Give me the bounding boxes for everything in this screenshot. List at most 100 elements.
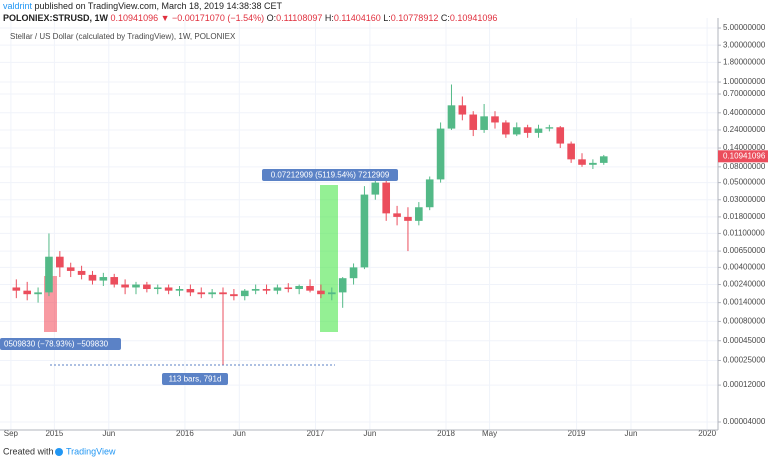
candle-body: [230, 294, 238, 297]
candle-body: [382, 182, 391, 214]
x-tick-label: Jun: [625, 429, 638, 438]
candle-body: [219, 292, 227, 295]
candle-body: [175, 289, 184, 291]
y-tick-label: 0.00240000: [723, 280, 766, 289]
ohlc-label: L:: [383, 13, 391, 23]
candle-body: [262, 289, 271, 291]
candle-body: [480, 116, 488, 130]
candle-body: [404, 216, 412, 221]
candle-body: [153, 287, 162, 290]
symbol: POLONIEX:STRUSD, 1W: [3, 13, 109, 23]
candle-body: [110, 277, 119, 285]
y-tick-label: 0.00080000: [723, 317, 766, 326]
y-tick-label: 5.00000000: [723, 23, 766, 32]
y-tick-label: 0.24000000: [723, 125, 766, 134]
y-tick-label: 0.00140000: [723, 298, 766, 307]
candle-body: [556, 127, 565, 144]
y-tick-label: 0.00012000: [723, 380, 766, 389]
annotation: 0.07212909 (5119.54%) 7212909: [271, 171, 390, 180]
published: published on TradingView.com, March 18, …: [34, 1, 283, 11]
grid: [0, 18, 718, 430]
y-tick-label: 0.03000000: [723, 195, 766, 204]
candle-body: [360, 194, 369, 268]
candle-body: [99, 277, 108, 281]
x-tick-label: 2016: [176, 429, 194, 438]
ohlc-value: 0.10941096: [449, 13, 498, 23]
candle-body: [208, 292, 216, 295]
candle-body: [371, 182, 380, 195]
x-tick-label: 2015: [45, 429, 63, 438]
candle-body: [77, 270, 86, 275]
price-tag: [718, 150, 768, 163]
chart-title: Stellar / US Dollar (calculated by Tradi…: [10, 32, 236, 41]
y-tick-label: 0.70000000: [723, 89, 766, 98]
drawings: [44, 185, 338, 366]
candle-body: [45, 256, 53, 293]
candle-body: [599, 156, 608, 163]
candle-body: [240, 290, 249, 297]
y-tick-label: 0.00400000: [723, 263, 766, 272]
x-tick-label: 2017: [307, 429, 325, 438]
header-line: valdrint published on TradingView.com, M…: [3, 1, 282, 11]
footer-logo: [55, 448, 63, 456]
y-tick-label: 0.01100000: [723, 229, 765, 238]
ohlc-value: 0.11108097: [276, 13, 323, 23]
y-axis: 5.00000000 3.00000000 1.80000000 1.00000000…: [718, 23, 768, 426]
candle-body: [273, 287, 282, 291]
candle-body: [469, 114, 478, 130]
y-tick-label: 1.80000000: [723, 57, 766, 66]
x-tick-label: 2018: [437, 429, 455, 438]
candle-body: [295, 285, 303, 290]
ohlc-value: 0.11404160: [333, 13, 381, 23]
y-tick-label: 1.00000000: [723, 77, 766, 86]
candle-body: [12, 287, 21, 291]
candle-body: [545, 127, 554, 129]
y-tick-label: 0.00025000: [723, 356, 766, 365]
y-tick-label: 3.00000000: [723, 40, 766, 49]
candle-body: [436, 128, 445, 180]
candle-body: [284, 287, 293, 290]
y-tick-label: 0.05000000: [723, 178, 766, 187]
candle-body: [306, 285, 314, 291]
header-line: POLONIEX:STRUSD, 1W 0.10941096 ▼ −0.0017…: [3, 13, 497, 23]
candle-body: [164, 287, 173, 291]
y-tick-label: 0.01800000: [723, 212, 766, 221]
annotation: 113 bars, 791d: [169, 375, 222, 384]
range-box: [320, 185, 338, 332]
candle-body: [458, 105, 467, 115]
annotation-box: [162, 373, 228, 385]
change: ▼ −0.00171070 (−1.54%): [160, 13, 265, 23]
annotation-box: [262, 169, 398, 181]
y-tick-label: 0.00004000: [723, 417, 766, 426]
candle-body: [317, 290, 325, 295]
candle-body: [349, 267, 358, 279]
candle-body: [121, 284, 129, 288]
candle-body: [567, 143, 575, 160]
candle-body: [425, 179, 434, 208]
candle-body: [393, 213, 401, 217]
y-tick-label: 0.14000000: [723, 143, 766, 152]
y-tick-label: 0.00045000: [723, 336, 766, 345]
candle-body: [512, 127, 521, 135]
candle-body: [197, 292, 206, 295]
x-tick-label: 2020: [698, 429, 716, 438]
x-tick-label: Jun: [233, 429, 246, 438]
logo: [55, 448, 63, 456]
footer-prefix: Created with: [3, 446, 54, 456]
annotation-box: [0, 338, 121, 350]
candle-body: [56, 256, 64, 268]
candle-body: [132, 284, 140, 288]
candle-body: [88, 274, 97, 281]
ohlc-label: O:: [266, 13, 277, 23]
candle-body: [491, 116, 499, 123]
candle-body: [578, 159, 586, 165]
y-tick-label: 0.40000000: [723, 108, 766, 117]
annotations: Stellar / US Dollar (calculated by Tradi…: [0, 32, 398, 385]
x-tick-label: May: [482, 429, 497, 438]
candle-body: [327, 292, 336, 295]
y-tick-label: 0.00650000: [723, 246, 766, 255]
x-tick-label: Jun: [102, 429, 115, 438]
candle-body: [447, 105, 456, 129]
